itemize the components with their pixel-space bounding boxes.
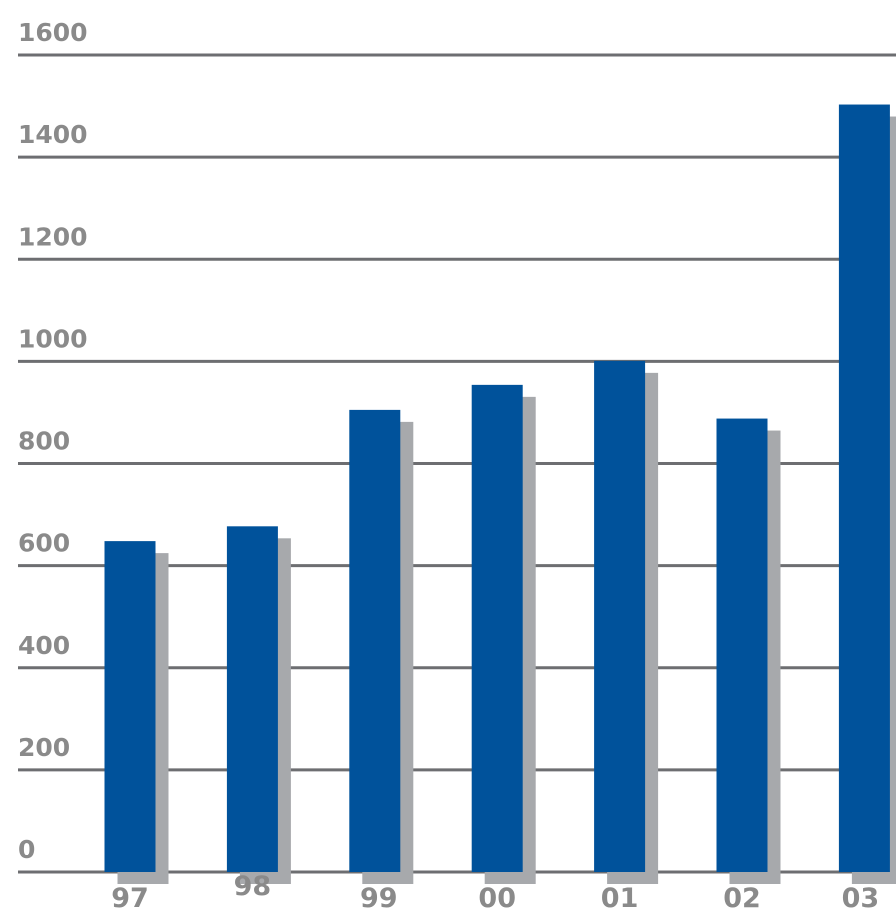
y-tick-label: 800 (18, 427, 70, 456)
x-tick-label: 97 (111, 883, 149, 914)
x-tick-label: 99 (360, 883, 398, 914)
bars (104, 104, 896, 884)
bar-03 (838, 104, 890, 872)
y-tick-label: 1000 (18, 324, 88, 353)
bar-02 (716, 418, 768, 872)
y-axis-tick-labels: 0 200 400 600 800 1000 1200 1400 1600 (18, 18, 88, 864)
x-tick-label: 98 (234, 871, 272, 902)
y-tick-label: 600 (18, 529, 70, 558)
y-tick-label: 1400 (18, 120, 88, 149)
x-tick-label: 01 (601, 883, 639, 914)
bar-98 (226, 526, 278, 872)
bar-97 (104, 541, 156, 872)
x-tick-label: 02 (723, 883, 761, 914)
y-tick-label: 400 (18, 631, 70, 660)
y-tick-label: 1200 (18, 222, 88, 251)
y-tick-label: 0 (18, 835, 35, 864)
x-axis-tick-labels: 97 98 99 00 01 02 03 (111, 871, 879, 914)
bar-99 (349, 409, 401, 872)
bar-01 (594, 360, 646, 872)
bar-00 (471, 384, 523, 872)
x-tick-label: 00 (478, 883, 516, 914)
y-tick-label: 200 (18, 733, 70, 762)
x-tick-label: 03 (842, 883, 880, 914)
y-tick-label: 1600 (18, 18, 88, 47)
